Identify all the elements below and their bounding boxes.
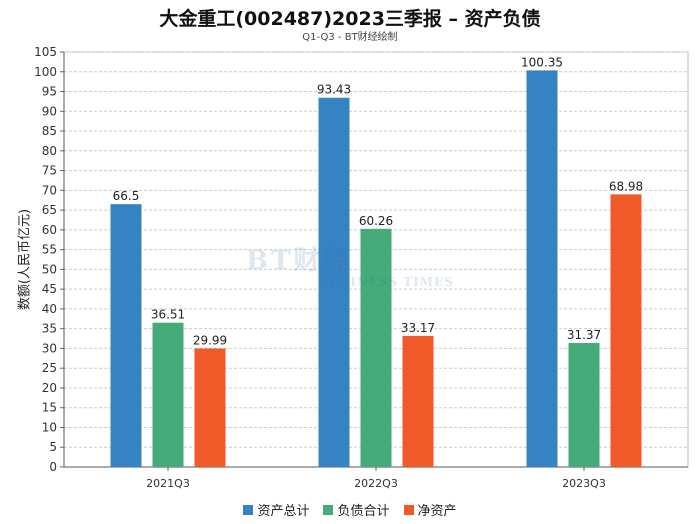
y-tick-label: 30 xyxy=(42,341,57,355)
legend-label: 净资产 xyxy=(417,504,457,519)
y-tick-label: 60 xyxy=(42,223,57,237)
legend-swatch xyxy=(323,504,334,515)
data-label: 36.51 xyxy=(151,308,185,322)
y-tick-label: 45 xyxy=(42,282,57,296)
y-tick-label: 40 xyxy=(42,302,57,316)
y-tick-label: 20 xyxy=(42,381,57,395)
chart-legend: 资产总计 负债合计 净资产 xyxy=(0,500,700,519)
chart-title: 大金重工(002487)2023三季报 – 资产负债 xyxy=(159,8,541,30)
data-label: 33.17 xyxy=(401,321,435,335)
y-tick-label: 70 xyxy=(42,183,57,197)
y-tick-label: 0 xyxy=(49,460,57,474)
legend-swatch xyxy=(243,504,254,515)
y-tick-label: 105 xyxy=(34,45,57,59)
y-tick-label: 5 xyxy=(49,440,57,454)
legend-label: 资产总计 xyxy=(257,504,310,519)
chart-subtitle: Q1-Q3 - BT财经绘制 xyxy=(302,32,398,43)
data-label: 60.26 xyxy=(359,214,393,228)
legend-item: 资产总计 xyxy=(243,500,309,519)
x-tick-label: 2022Q3 xyxy=(354,477,398,490)
bar xyxy=(360,228,392,467)
bar xyxy=(610,194,642,468)
y-tick-label: 25 xyxy=(42,361,57,375)
y-tick-label: 15 xyxy=(42,401,57,415)
y-tick-label: 55 xyxy=(42,243,57,257)
bar xyxy=(526,70,558,467)
data-label: 66.5 xyxy=(113,189,140,203)
bar xyxy=(402,335,434,467)
y-tick-label: 65 xyxy=(42,203,57,217)
legend-item: 净资产 xyxy=(403,500,457,519)
bar xyxy=(568,343,600,467)
bar xyxy=(110,204,142,467)
x-tick-label: 2023Q3 xyxy=(562,477,606,490)
y-tick-label: 35 xyxy=(42,322,57,336)
y-tick-label: 10 xyxy=(42,420,57,434)
y-tick-label: 85 xyxy=(42,124,57,138)
bar xyxy=(318,97,350,467)
bar xyxy=(152,322,184,467)
data-label: 31.37 xyxy=(567,328,601,342)
legend-item: 负债合计 xyxy=(323,500,390,519)
y-tick-label: 95 xyxy=(42,85,57,99)
y-tick-label: 90 xyxy=(42,104,57,118)
data-label: 93.43 xyxy=(317,83,351,97)
x-tick-label: 2021Q3 xyxy=(146,477,190,490)
legend-label: 负债合计 xyxy=(337,504,390,519)
y-tick-label: 50 xyxy=(42,262,57,276)
bar xyxy=(194,348,226,467)
data-label: 68.98 xyxy=(609,179,643,193)
data-label: 29.99 xyxy=(193,333,227,347)
y-tick-label: 75 xyxy=(42,164,57,178)
y-tick-label: 100 xyxy=(34,65,57,79)
y-tick-label: 80 xyxy=(42,144,57,158)
legend-swatch xyxy=(403,504,414,515)
data-label: 100.35 xyxy=(521,55,563,69)
